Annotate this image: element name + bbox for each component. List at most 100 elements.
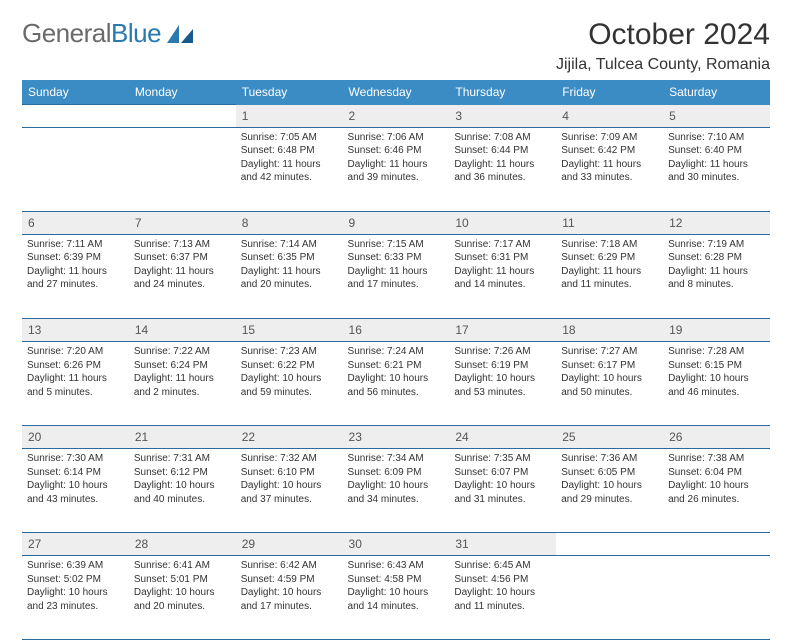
sunset-text: Sunset: 4:56 PM bbox=[454, 573, 551, 587]
daylight-text: Daylight: 10 hours and 50 minutes. bbox=[561, 372, 658, 399]
day-number-cell: 9 bbox=[343, 211, 450, 234]
day-detail-cell: Sunrise: 7:06 AMSunset: 6:46 PMDaylight:… bbox=[343, 127, 450, 211]
sunset-text: Sunset: 6:33 PM bbox=[348, 251, 445, 265]
daylight-text: Daylight: 11 hours and 33 minutes. bbox=[561, 158, 658, 185]
day-detail-cell: Sunrise: 7:20 AMSunset: 6:26 PMDaylight:… bbox=[22, 342, 129, 426]
day-content: Sunrise: 7:05 AMSunset: 6:48 PMDaylight:… bbox=[241, 131, 338, 185]
sunset-text: Sunset: 5:02 PM bbox=[27, 573, 124, 587]
sunrise-text: Sunrise: 7:06 AM bbox=[348, 131, 445, 145]
daylight-text: Daylight: 11 hours and 20 minutes. bbox=[241, 265, 338, 292]
day-number-cell: 14 bbox=[129, 318, 236, 341]
week-row: Sunrise: 6:39 AMSunset: 5:02 PMDaylight:… bbox=[22, 556, 770, 640]
daylight-text: Daylight: 11 hours and 30 minutes. bbox=[668, 158, 765, 185]
day-number-cell bbox=[129, 105, 236, 128]
day-number-cell: 24 bbox=[449, 426, 556, 449]
week-row: Sunrise: 7:11 AMSunset: 6:39 PMDaylight:… bbox=[22, 234, 770, 318]
sunset-text: Sunset: 4:59 PM bbox=[241, 573, 338, 587]
day-number-cell: 17 bbox=[449, 318, 556, 341]
daylight-text: Daylight: 10 hours and 26 minutes. bbox=[668, 479, 765, 506]
day-number-cell: 18 bbox=[556, 318, 663, 341]
daylight-text: Daylight: 11 hours and 11 minutes. bbox=[561, 265, 658, 292]
day-content: Sunrise: 7:15 AMSunset: 6:33 PMDaylight:… bbox=[348, 238, 445, 292]
sail-icon bbox=[165, 23, 195, 45]
sunrise-text: Sunrise: 7:09 AM bbox=[561, 131, 658, 145]
day-number-cell: 8 bbox=[236, 211, 343, 234]
logo-text: GeneralBlue bbox=[22, 18, 161, 49]
sunrise-text: Sunrise: 7:35 AM bbox=[454, 452, 551, 466]
daylight-text: Daylight: 11 hours and 8 minutes. bbox=[668, 265, 765, 292]
sunset-text: Sunset: 6:28 PM bbox=[668, 251, 765, 265]
day-number-cell: 5 bbox=[663, 105, 770, 128]
day-detail-cell bbox=[663, 556, 770, 640]
sunset-text: Sunset: 6:46 PM bbox=[348, 144, 445, 158]
sunrise-text: Sunrise: 7:28 AM bbox=[668, 345, 765, 359]
day-detail-cell bbox=[129, 127, 236, 211]
sunrise-text: Sunrise: 7:38 AM bbox=[668, 452, 765, 466]
sunset-text: Sunset: 6:14 PM bbox=[27, 466, 124, 480]
week-row: Sunrise: 7:20 AMSunset: 6:26 PMDaylight:… bbox=[22, 342, 770, 426]
day-detail-cell: Sunrise: 7:34 AMSunset: 6:09 PMDaylight:… bbox=[343, 449, 450, 533]
logo-word-2: Blue bbox=[111, 18, 161, 48]
day-detail-cell: Sunrise: 7:36 AMSunset: 6:05 PMDaylight:… bbox=[556, 449, 663, 533]
day-content: Sunrise: 7:34 AMSunset: 6:09 PMDaylight:… bbox=[348, 452, 445, 506]
sunrise-text: Sunrise: 7:32 AM bbox=[241, 452, 338, 466]
day-detail-cell: Sunrise: 6:43 AMSunset: 4:58 PMDaylight:… bbox=[343, 556, 450, 640]
day-content: Sunrise: 7:36 AMSunset: 6:05 PMDaylight:… bbox=[561, 452, 658, 506]
day-number-cell: 16 bbox=[343, 318, 450, 341]
daylight-text: Daylight: 10 hours and 37 minutes. bbox=[241, 479, 338, 506]
sunset-text: Sunset: 6:37 PM bbox=[134, 251, 231, 265]
daylight-text: Daylight: 10 hours and 11 minutes. bbox=[454, 586, 551, 613]
day-number-cell: 30 bbox=[343, 533, 450, 556]
day-content: Sunrise: 6:41 AMSunset: 5:01 PMDaylight:… bbox=[134, 559, 231, 613]
day-content: Sunrise: 7:30 AMSunset: 6:14 PMDaylight:… bbox=[27, 452, 124, 506]
daylight-text: Daylight: 10 hours and 14 minutes. bbox=[348, 586, 445, 613]
calendar-body: 12345Sunrise: 7:05 AMSunset: 6:48 PMDayl… bbox=[22, 105, 770, 640]
day-number-cell: 26 bbox=[663, 426, 770, 449]
logo-word-1: General bbox=[22, 18, 111, 48]
sunrise-text: Sunrise: 7:27 AM bbox=[561, 345, 658, 359]
day-content: Sunrise: 6:42 AMSunset: 4:59 PMDaylight:… bbox=[241, 559, 338, 613]
day-detail-cell: Sunrise: 7:14 AMSunset: 6:35 PMDaylight:… bbox=[236, 234, 343, 318]
sunrise-text: Sunrise: 7:19 AM bbox=[668, 238, 765, 252]
day-detail-cell: Sunrise: 7:10 AMSunset: 6:40 PMDaylight:… bbox=[663, 127, 770, 211]
sunset-text: Sunset: 6:07 PM bbox=[454, 466, 551, 480]
day-header: Tuesday bbox=[236, 80, 343, 105]
sunset-text: Sunset: 6:24 PM bbox=[134, 359, 231, 373]
sunset-text: Sunset: 6:44 PM bbox=[454, 144, 551, 158]
day-detail-cell: Sunrise: 7:23 AMSunset: 6:22 PMDaylight:… bbox=[236, 342, 343, 426]
sunrise-text: Sunrise: 7:22 AM bbox=[134, 345, 231, 359]
day-detail-cell: Sunrise: 7:32 AMSunset: 6:10 PMDaylight:… bbox=[236, 449, 343, 533]
day-number-row: 20212223242526 bbox=[22, 426, 770, 449]
day-number-cell: 2 bbox=[343, 105, 450, 128]
day-detail-cell: Sunrise: 6:39 AMSunset: 5:02 PMDaylight:… bbox=[22, 556, 129, 640]
day-content: Sunrise: 7:17 AMSunset: 6:31 PMDaylight:… bbox=[454, 238, 551, 292]
day-detail-cell: Sunrise: 7:09 AMSunset: 6:42 PMDaylight:… bbox=[556, 127, 663, 211]
daylight-text: Daylight: 10 hours and 31 minutes. bbox=[454, 479, 551, 506]
day-detail-cell: Sunrise: 7:05 AMSunset: 6:48 PMDaylight:… bbox=[236, 127, 343, 211]
sunrise-text: Sunrise: 7:15 AM bbox=[348, 238, 445, 252]
sunset-text: Sunset: 6:29 PM bbox=[561, 251, 658, 265]
sunset-text: Sunset: 6:39 PM bbox=[27, 251, 124, 265]
day-detail-cell: Sunrise: 7:22 AMSunset: 6:24 PMDaylight:… bbox=[129, 342, 236, 426]
day-number-row: 6789101112 bbox=[22, 211, 770, 234]
day-detail-cell bbox=[556, 556, 663, 640]
day-number-cell: 27 bbox=[22, 533, 129, 556]
day-number-cell: 6 bbox=[22, 211, 129, 234]
sunrise-text: Sunrise: 7:17 AM bbox=[454, 238, 551, 252]
sunrise-text: Sunrise: 7:05 AM bbox=[241, 131, 338, 145]
day-content: Sunrise: 7:24 AMSunset: 6:21 PMDaylight:… bbox=[348, 345, 445, 399]
day-content: Sunrise: 6:39 AMSunset: 5:02 PMDaylight:… bbox=[27, 559, 124, 613]
sunset-text: Sunset: 6:15 PM bbox=[668, 359, 765, 373]
day-content: Sunrise: 6:43 AMSunset: 4:58 PMDaylight:… bbox=[348, 559, 445, 613]
day-number-cell bbox=[556, 533, 663, 556]
day-header: Wednesday bbox=[343, 80, 450, 105]
day-header: Saturday bbox=[663, 80, 770, 105]
day-detail-cell: Sunrise: 6:45 AMSunset: 4:56 PMDaylight:… bbox=[449, 556, 556, 640]
sunrise-text: Sunrise: 7:13 AM bbox=[134, 238, 231, 252]
sunrise-text: Sunrise: 7:36 AM bbox=[561, 452, 658, 466]
page-header: GeneralBlue October 2024 Jijila, Tulcea … bbox=[22, 18, 770, 74]
daylight-text: Daylight: 11 hours and 42 minutes. bbox=[241, 158, 338, 185]
daylight-text: Daylight: 10 hours and 23 minutes. bbox=[27, 586, 124, 613]
location-text: Jijila, Tulcea County, Romania bbox=[556, 56, 770, 74]
day-detail-cell: Sunrise: 7:17 AMSunset: 6:31 PMDaylight:… bbox=[449, 234, 556, 318]
